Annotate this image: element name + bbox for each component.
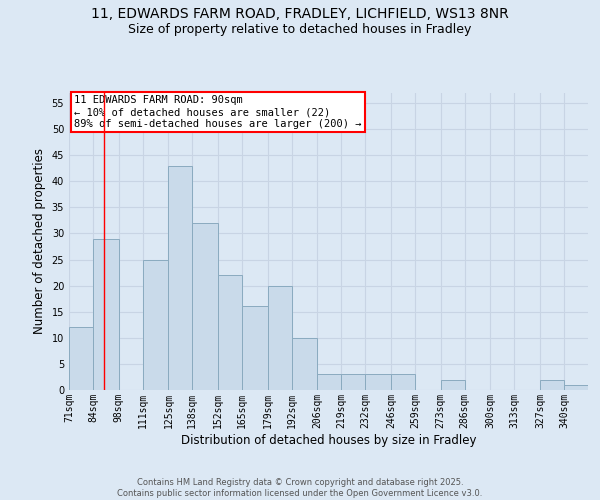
- Bar: [317, 374, 341, 390]
- Bar: [391, 374, 415, 390]
- Bar: [218, 275, 242, 390]
- Text: Size of property relative to detached houses in Fradley: Size of property relative to detached ho…: [128, 22, 472, 36]
- Bar: [564, 385, 588, 390]
- Bar: [441, 380, 464, 390]
- Bar: [268, 286, 292, 390]
- Y-axis label: Number of detached properties: Number of detached properties: [33, 148, 46, 334]
- Bar: [242, 306, 268, 390]
- Bar: [169, 166, 193, 390]
- Bar: [193, 223, 218, 390]
- Text: Contains HM Land Registry data © Crown copyright and database right 2025.
Contai: Contains HM Land Registry data © Crown c…: [118, 478, 482, 498]
- X-axis label: Distribution of detached houses by size in Fradley: Distribution of detached houses by size …: [181, 434, 476, 446]
- Text: 11, EDWARDS FARM ROAD, FRADLEY, LICHFIELD, WS13 8NR: 11, EDWARDS FARM ROAD, FRADLEY, LICHFIEL…: [91, 8, 509, 22]
- Bar: [365, 374, 391, 390]
- Bar: [93, 238, 119, 390]
- Bar: [292, 338, 317, 390]
- Bar: [540, 380, 564, 390]
- Text: 11 EDWARDS FARM ROAD: 90sqm
← 10% of detached houses are smaller (22)
89% of sem: 11 EDWARDS FARM ROAD: 90sqm ← 10% of det…: [74, 96, 362, 128]
- Bar: [143, 260, 169, 390]
- Bar: [69, 328, 93, 390]
- Bar: [341, 374, 365, 390]
